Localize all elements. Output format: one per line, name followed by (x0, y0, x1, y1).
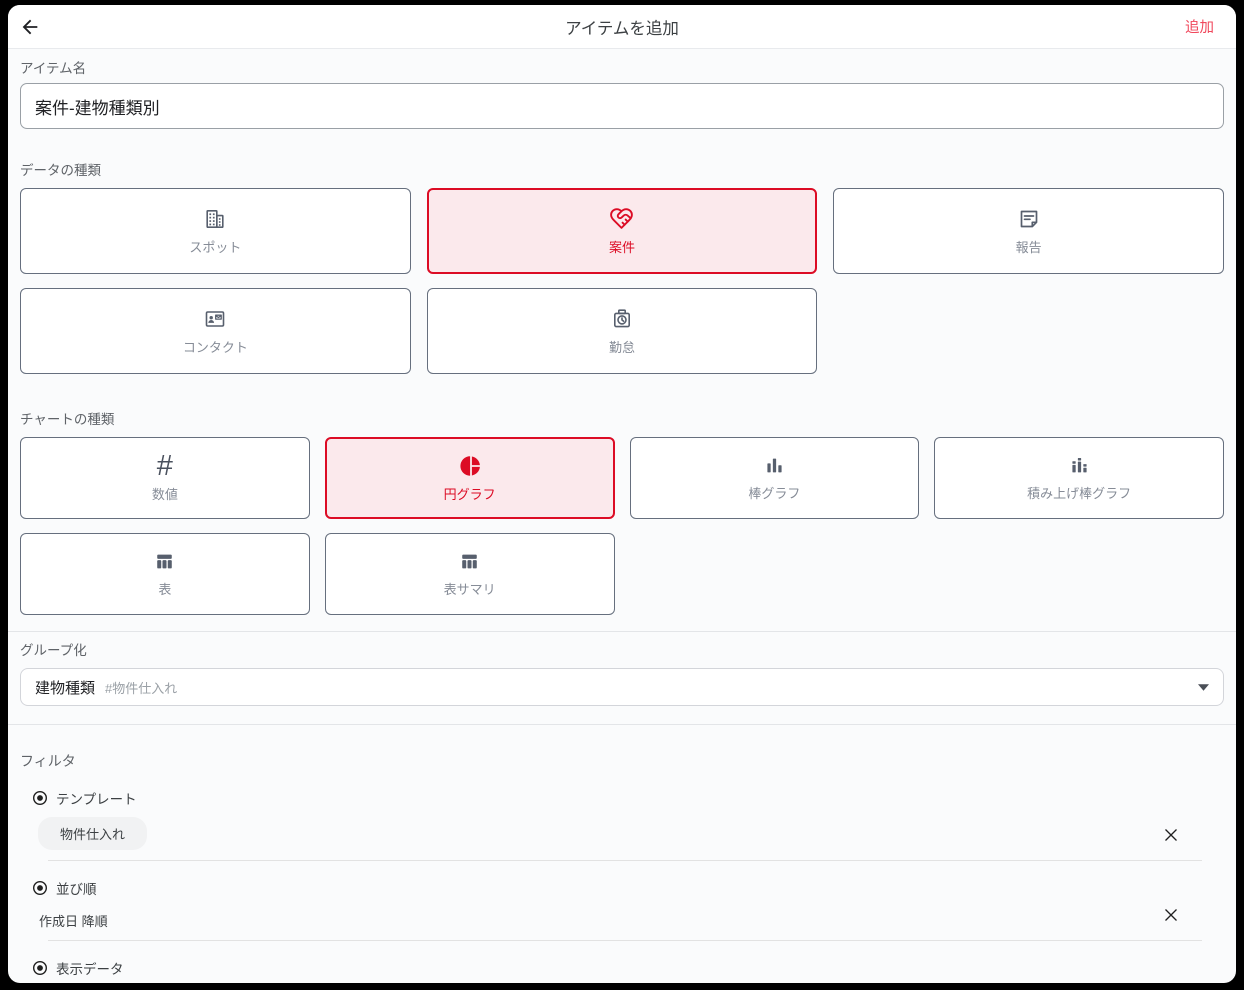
data-type-label: 報告 (1015, 239, 1042, 255)
chart-type-label: 表 (158, 582, 172, 597)
pie-chart-icon (458, 454, 482, 478)
chart-type-label: 棒グラフ (748, 486, 801, 501)
section-divider (8, 724, 1236, 725)
item-name-label: アイテム名 (20, 61, 87, 76)
chart-type-table[interactable]: 表 (20, 533, 310, 615)
header: アイテムを追加 追加 (8, 5, 1236, 49)
building-icon (203, 207, 227, 231)
data-type-case[interactable]: 案件 (426, 188, 818, 274)
radio-target-icon (32, 960, 48, 976)
divider (48, 940, 1202, 941)
handshake-heart-icon (609, 206, 634, 231)
chart-type-pie[interactable]: 円グラフ (324, 437, 615, 519)
number-icon: # (156, 449, 173, 482)
filter-template-row: テンプレート 物件仕入れ (20, 771, 1224, 860)
back-arrow-icon (19, 16, 41, 38)
data-type-grid: スポット 案件 (20, 188, 1224, 374)
add-button[interactable]: 追加 (1185, 16, 1214, 37)
filter-chip: 物件仕入れ (38, 817, 148, 850)
section-divider (8, 631, 1236, 632)
chart-type-section-label: チャートの種類 (20, 412, 115, 427)
filter-value: 作成日 降順 (39, 914, 108, 929)
filter-section-label: フィルタ (20, 753, 76, 769)
bar-chart-icon (763, 454, 786, 477)
grouping-label: グループ化 (20, 643, 87, 658)
filter-display-data-row: 表示データ 利用中のみ表示 (20, 941, 1224, 983)
data-type-label: コンタクト (182, 339, 248, 355)
page-title: アイテムを追加 (565, 19, 679, 38)
data-type-label: 案件 (608, 240, 635, 255)
data-type-label: 勤怠 (608, 339, 635, 355)
data-type-section-label: データの種類 (20, 163, 101, 178)
grouping-value: 建物種類 (35, 679, 96, 697)
table-summary-icon (458, 550, 481, 573)
chart-type-stacked-bar[interactable]: 積み上げ棒グラフ (934, 437, 1224, 519)
chart-type-number[interactable]: # 数値 (20, 437, 310, 519)
filter-sort-row: 並び順 作成日 降順 (20, 861, 1224, 940)
close-icon (1162, 906, 1180, 924)
chart-type-label: 数値 (151, 486, 178, 502)
chart-type-bar[interactable]: 棒グラフ (629, 437, 920, 519)
chart-type-label: 積み上げ棒グラフ (1027, 486, 1132, 501)
data-type-report[interactable]: 報告 (833, 188, 1224, 274)
chart-type-grid: # 数値 円グラフ (20, 437, 1224, 615)
data-type-attendance[interactable]: 勤怠 (426, 288, 818, 374)
grouping-tag: #物件仕入れ (105, 680, 178, 696)
stacked-bar-chart-icon (1068, 454, 1091, 477)
chart-type-label: 表サマリ (443, 582, 496, 597)
radio-target-icon (32, 790, 48, 806)
contact-card-icon (203, 307, 227, 331)
chevron-down-icon (1198, 683, 1209, 691)
table-icon (153, 550, 176, 573)
time-clock-icon (610, 307, 634, 331)
data-type-label: スポット (189, 239, 242, 255)
add-item-screen: アイテムを追加 追加 アイテム名 データの種類 (8, 5, 1236, 983)
data-type-contact[interactable]: コンタクト (20, 288, 411, 374)
remove-filter-button[interactable] (1160, 824, 1182, 846)
data-type-spot[interactable]: スポット (20, 188, 411, 274)
chart-type-table-summary[interactable]: 表サマリ (324, 533, 615, 615)
filter-label: 表示データ (56, 962, 124, 977)
item-name-input[interactable] (20, 83, 1224, 129)
remove-filter-button[interactable] (1160, 904, 1182, 926)
divider (48, 860, 1202, 861)
filter-label: 並び順 (56, 882, 97, 897)
grouping-select[interactable]: 建物種類 #物件仕入れ (20, 668, 1224, 706)
close-icon (1162, 826, 1180, 844)
report-note-icon (1017, 207, 1041, 231)
back-button[interactable] (8, 5, 52, 49)
radio-target-icon (32, 880, 48, 896)
chart-type-label: 円グラフ (443, 486, 496, 502)
filter-label: テンプレート (56, 792, 137, 807)
